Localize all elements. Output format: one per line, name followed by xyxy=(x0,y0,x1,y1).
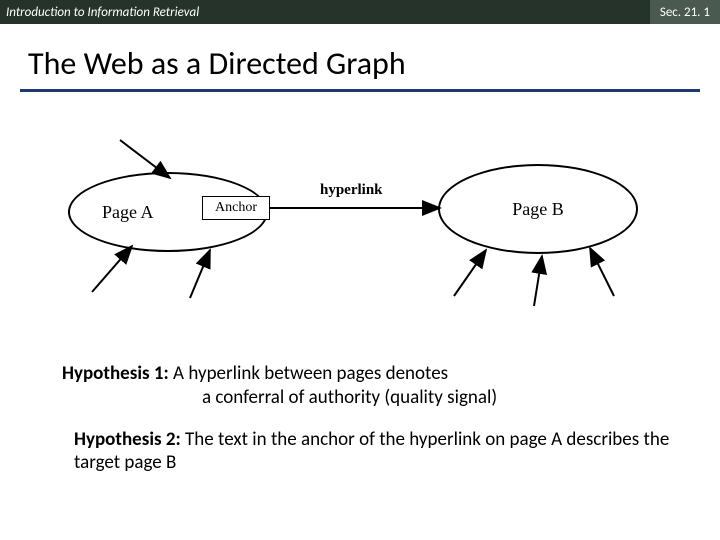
hypothesis-1: Hypothesis 1: A hyperlink between pages … xyxy=(62,362,670,410)
hypothesis-2: Hypothesis 2: The text in the anchor of … xyxy=(74,428,670,476)
header-bar: Introduction to Information Retrieval Se… xyxy=(0,0,720,24)
diagram: Page A Page B Anchor hyperlink xyxy=(0,122,720,322)
arrow xyxy=(454,250,486,296)
header-right: Sec. 21. 1 xyxy=(650,0,720,24)
arrows-svg xyxy=(0,122,720,322)
hyp1-text: A hyperlink between pages denotes xyxy=(169,362,448,385)
hypotheses: Hypothesis 1: A hyperlink between pages … xyxy=(62,362,670,475)
hyp2-bold: Hypothesis 2: xyxy=(74,428,181,451)
arrow xyxy=(190,250,210,298)
slide-title: The Web as a Directed Graph xyxy=(28,44,720,83)
title-underline xyxy=(20,89,700,92)
hyp1-line2: a conferral of authority (quality signal… xyxy=(202,386,497,410)
header-left: Introduction to Information Retrieval xyxy=(6,5,199,20)
arrow xyxy=(534,256,542,306)
arrow xyxy=(92,246,132,292)
arrow xyxy=(590,248,614,296)
anchor-box: Anchor xyxy=(202,196,270,220)
arrow xyxy=(120,140,170,178)
hyp1-bold: Hypothesis 1: xyxy=(62,362,169,385)
